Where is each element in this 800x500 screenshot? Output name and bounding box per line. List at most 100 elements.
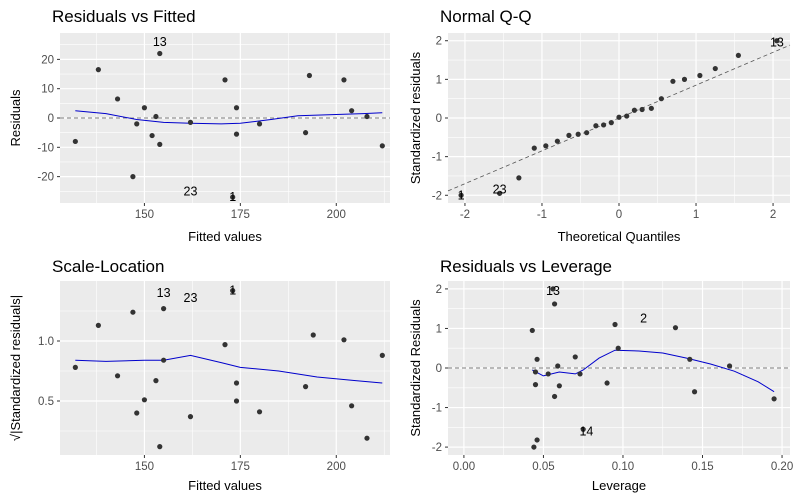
data-point xyxy=(72,138,78,145)
panel-0: 150 175 200 -20 -10 0 10 20 13 23 1 Residuals vs Fi… xyxy=(8,7,390,244)
x-axis-label: Leverage xyxy=(592,478,646,493)
data-point xyxy=(584,130,590,136)
data-point xyxy=(534,437,540,443)
data-point xyxy=(577,371,583,377)
data-point xyxy=(349,403,355,409)
panel-title: Scale-Location xyxy=(52,257,164,276)
panel-title: Residuals vs Fitted xyxy=(52,7,196,26)
data-point xyxy=(114,96,121,102)
data-point xyxy=(566,132,572,138)
panel-2: 150 175 200 0.5 1.0 13 23 1 Scale-Location Fitted… xyxy=(8,257,390,493)
data-point xyxy=(157,444,163,450)
data-point xyxy=(639,106,645,113)
data-point xyxy=(233,105,240,111)
data-point xyxy=(631,107,638,113)
data-point xyxy=(545,371,551,377)
data-point xyxy=(550,286,556,292)
data-point xyxy=(670,78,676,84)
x-tick-label: 200 xyxy=(327,461,346,473)
data-point xyxy=(531,145,537,151)
data-point xyxy=(774,38,780,44)
data-point xyxy=(114,373,121,379)
point-label: 1 xyxy=(229,284,236,298)
data-point xyxy=(302,130,309,136)
point-label: 1 xyxy=(458,188,465,202)
data-point xyxy=(161,357,167,363)
point-label: 23 xyxy=(184,184,198,198)
x-tick-label: -2 xyxy=(460,209,470,221)
data-point xyxy=(458,192,464,198)
x-axis-label: Fitted values xyxy=(188,478,262,493)
data-point xyxy=(153,113,159,120)
data-point xyxy=(233,398,240,404)
x-tick-label: 2 xyxy=(770,209,776,221)
point-label: 13 xyxy=(157,286,171,300)
data-point xyxy=(379,143,385,149)
data-point xyxy=(349,108,355,114)
point-label: 13 xyxy=(546,284,560,298)
x-tick-label: 0.10 xyxy=(612,461,634,473)
x-tick-label: 200 xyxy=(327,209,346,221)
y-axis-label: Standardized Residuals xyxy=(408,299,423,437)
x-tick-label: 0.00 xyxy=(453,461,475,473)
data-point xyxy=(726,363,733,369)
point-label: 1 xyxy=(229,190,236,204)
data-point xyxy=(230,288,236,294)
data-point xyxy=(615,345,621,351)
data-point xyxy=(534,356,540,362)
data-point xyxy=(593,123,599,129)
data-point xyxy=(161,306,167,312)
data-point xyxy=(608,120,614,126)
data-point xyxy=(624,113,630,119)
y-tick-label: 2 xyxy=(436,284,442,296)
data-point xyxy=(256,121,263,127)
data-point xyxy=(612,321,618,328)
data-point xyxy=(531,444,537,450)
data-point xyxy=(532,369,539,375)
point-label: 13 xyxy=(770,36,784,50)
panel-1: -2 -1 0 1 2 -2 -1 0 1 2 13 23 1 Normal Q-Q Theoretical… xyxy=(408,7,791,244)
data-point xyxy=(341,77,347,83)
panel-title: Normal Q-Q xyxy=(440,7,532,26)
data-point xyxy=(141,397,148,403)
data-point xyxy=(130,174,136,180)
smooth-line xyxy=(75,110,383,125)
y-tick-label: 0 xyxy=(48,113,54,125)
data-point xyxy=(691,389,698,395)
data-point xyxy=(149,132,155,139)
data-point xyxy=(302,384,309,390)
data-point xyxy=(572,354,578,360)
point-label: 23 xyxy=(493,182,507,196)
data-point xyxy=(616,114,622,120)
y-tick-label: -1 xyxy=(432,403,442,415)
y-tick-label: 1 xyxy=(436,323,442,335)
data-point xyxy=(543,143,549,149)
y-tick-label: 20 xyxy=(41,54,54,66)
x-tick-label: 175 xyxy=(231,461,250,473)
x-tick-label: 0 xyxy=(616,209,622,221)
y-tick-label: 2 xyxy=(436,36,442,48)
data-point xyxy=(230,194,236,200)
smooth-line xyxy=(532,349,775,393)
data-point xyxy=(551,393,558,400)
point-label: 14 xyxy=(579,424,593,438)
data-point xyxy=(364,435,370,441)
x-tick-label: 0.05 xyxy=(532,461,554,473)
data-point xyxy=(551,301,558,307)
x-tick-label: 0.20 xyxy=(771,461,793,473)
y-tick-label: 0 xyxy=(436,113,442,125)
data-point xyxy=(580,426,586,432)
data-point xyxy=(516,175,522,181)
data-point xyxy=(735,52,741,59)
panel-title: Residuals vs Leverage xyxy=(440,257,612,276)
x-tick-label: 1 xyxy=(693,209,699,221)
data-point xyxy=(672,325,679,331)
data-point xyxy=(681,76,688,82)
y-tick-label: -2 xyxy=(432,442,442,454)
y-tick-label: 0.5 xyxy=(38,396,54,408)
data-point xyxy=(771,396,777,402)
y-tick-label: 0 xyxy=(436,363,442,375)
data-point xyxy=(72,364,78,370)
data-point xyxy=(233,131,240,137)
data-point xyxy=(306,72,313,79)
